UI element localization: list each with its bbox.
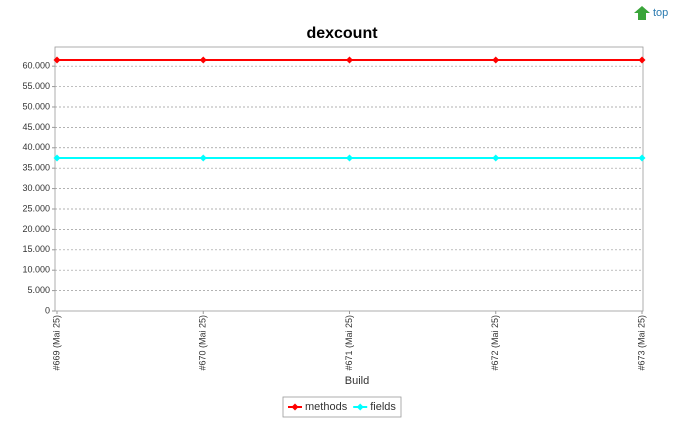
y-tick-label: 0 bbox=[45, 305, 50, 315]
point-marker bbox=[199, 56, 207, 64]
x-tick-label: #669 (Mai 25) bbox=[51, 315, 61, 371]
top-arrow-icon[interactable] bbox=[634, 6, 650, 20]
legend-box bbox=[282, 396, 402, 418]
y-tick-label: 40.000 bbox=[22, 142, 50, 152]
y-tick-label: 5.000 bbox=[27, 285, 50, 295]
y-tick-label: 35.000 bbox=[22, 163, 50, 173]
legend-label: fields bbox=[370, 401, 396, 413]
y-tick-label: 15.000 bbox=[22, 244, 50, 254]
point-marker bbox=[53, 154, 61, 162]
point-marker bbox=[199, 154, 207, 162]
y-tick-label: 20.000 bbox=[22, 224, 50, 234]
y-tick-label: 60.000 bbox=[22, 61, 50, 71]
legend-marker bbox=[291, 403, 299, 411]
point-marker bbox=[492, 154, 500, 162]
x-tick-label: #670 (Mai 25) bbox=[198, 315, 208, 371]
plot-area bbox=[54, 46, 644, 312]
y-tick-label: 50.000 bbox=[22, 101, 50, 111]
legend-marker bbox=[356, 403, 364, 411]
top-link[interactable]: top bbox=[634, 6, 668, 20]
point-marker bbox=[346, 56, 353, 64]
chart-title: dexcount bbox=[306, 25, 378, 42]
x-axis-label: Build bbox=[345, 375, 369, 387]
point-marker bbox=[638, 56, 646, 64]
top-link-text[interactable]: top bbox=[653, 7, 668, 19]
x-tick-label: #672 (Mai 25) bbox=[490, 315, 500, 371]
x-tick-label: #671 (Mai 25) bbox=[344, 315, 354, 371]
y-tick-label: 55.000 bbox=[22, 81, 50, 91]
legend-label: methods bbox=[305, 401, 348, 413]
point-marker bbox=[346, 154, 353, 162]
point-marker bbox=[53, 56, 61, 64]
y-tick-label: 25.000 bbox=[22, 203, 50, 213]
y-tick-label: 10.000 bbox=[22, 265, 50, 275]
point-marker bbox=[492, 56, 500, 64]
y-tick-label: 30.000 bbox=[22, 183, 50, 193]
point-marker bbox=[638, 154, 646, 162]
x-tick-label: #673 (Mai 25) bbox=[636, 315, 646, 371]
y-tick-label: 45.000 bbox=[22, 122, 50, 132]
